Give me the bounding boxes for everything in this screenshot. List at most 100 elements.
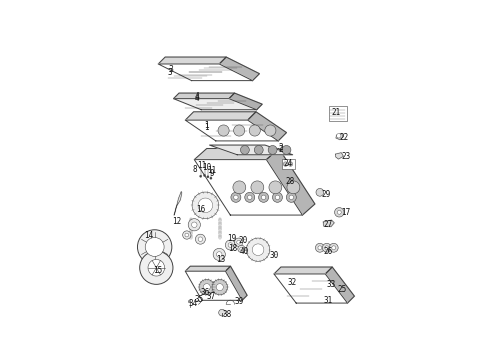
- Bar: [219, 237, 221, 239]
- Bar: [282, 159, 295, 169]
- Bar: [219, 219, 221, 221]
- Text: 23: 23: [341, 152, 350, 161]
- Circle shape: [288, 162, 293, 166]
- Text: 31: 31: [323, 296, 332, 305]
- Polygon shape: [219, 57, 259, 81]
- Polygon shape: [229, 93, 262, 110]
- Bar: [219, 224, 221, 226]
- Bar: [219, 227, 221, 229]
- Polygon shape: [267, 149, 315, 215]
- Text: 1: 1: [204, 121, 209, 130]
- Text: 3: 3: [168, 65, 173, 74]
- Text: 25: 25: [338, 285, 347, 294]
- Circle shape: [337, 134, 341, 138]
- Polygon shape: [185, 266, 230, 271]
- Circle shape: [148, 260, 165, 276]
- Circle shape: [240, 247, 243, 251]
- Text: 38: 38: [222, 310, 231, 319]
- Circle shape: [268, 145, 277, 154]
- Bar: [190, 229, 192, 232]
- Circle shape: [332, 246, 336, 250]
- Circle shape: [210, 177, 212, 179]
- Text: 18: 18: [228, 244, 238, 253]
- Bar: [190, 236, 192, 238]
- Polygon shape: [336, 134, 343, 140]
- Circle shape: [183, 231, 191, 239]
- Circle shape: [188, 300, 191, 303]
- Circle shape: [219, 309, 225, 316]
- Text: 13: 13: [216, 255, 225, 264]
- Circle shape: [329, 243, 338, 252]
- Text: 12: 12: [172, 217, 181, 226]
- Text: 37: 37: [206, 292, 216, 301]
- Circle shape: [269, 181, 282, 194]
- Bar: [219, 228, 221, 230]
- Text: 21: 21: [332, 108, 341, 117]
- Polygon shape: [336, 153, 343, 159]
- Bar: [219, 220, 221, 222]
- Circle shape: [335, 208, 344, 217]
- Text: 27: 27: [323, 220, 332, 229]
- Bar: [190, 235, 192, 237]
- Circle shape: [192, 192, 219, 219]
- Circle shape: [282, 145, 291, 154]
- Circle shape: [196, 234, 205, 244]
- Text: 30: 30: [270, 251, 279, 260]
- Circle shape: [203, 284, 210, 291]
- Bar: [190, 227, 192, 229]
- Circle shape: [235, 238, 243, 246]
- Circle shape: [252, 244, 264, 256]
- Text: 35: 35: [195, 295, 203, 304]
- Bar: [219, 226, 221, 228]
- Bar: [219, 232, 221, 234]
- Polygon shape: [225, 266, 247, 300]
- Text: 33: 33: [326, 280, 336, 289]
- Circle shape: [249, 125, 260, 136]
- Bar: [329, 105, 347, 121]
- Circle shape: [199, 175, 202, 177]
- Polygon shape: [274, 274, 347, 303]
- Text: 16: 16: [196, 205, 206, 214]
- Circle shape: [261, 195, 266, 199]
- Text: 36: 36: [201, 288, 210, 297]
- Circle shape: [218, 125, 229, 136]
- Circle shape: [212, 279, 227, 295]
- Polygon shape: [185, 120, 278, 141]
- Text: 11: 11: [197, 161, 206, 170]
- Bar: [219, 236, 221, 238]
- Text: 3: 3: [168, 68, 172, 77]
- Circle shape: [245, 192, 255, 202]
- Circle shape: [216, 284, 223, 291]
- Bar: [219, 233, 221, 235]
- Circle shape: [225, 240, 235, 250]
- Polygon shape: [173, 93, 235, 99]
- Bar: [190, 220, 192, 222]
- Circle shape: [145, 238, 164, 256]
- Polygon shape: [274, 267, 332, 274]
- Circle shape: [234, 125, 245, 136]
- Text: 26: 26: [324, 247, 333, 256]
- Text: 19: 19: [227, 234, 237, 243]
- Text: 4: 4: [195, 92, 199, 101]
- Circle shape: [213, 248, 225, 261]
- Polygon shape: [247, 112, 287, 141]
- Circle shape: [325, 246, 329, 250]
- Circle shape: [231, 192, 241, 202]
- Text: 9: 9: [210, 169, 214, 178]
- Polygon shape: [174, 192, 182, 215]
- Circle shape: [286, 192, 296, 202]
- Text: 2: 2: [279, 145, 284, 154]
- Bar: [219, 231, 221, 233]
- Bar: [190, 226, 192, 228]
- Text: 20: 20: [239, 236, 248, 245]
- Text: 1: 1: [204, 123, 209, 132]
- Text: 24: 24: [283, 159, 292, 168]
- Polygon shape: [195, 159, 302, 215]
- Circle shape: [337, 210, 341, 214]
- Circle shape: [316, 243, 324, 252]
- Text: 39: 39: [235, 297, 244, 306]
- Bar: [190, 222, 192, 224]
- Text: 29: 29: [322, 190, 331, 199]
- Circle shape: [238, 245, 245, 252]
- Polygon shape: [185, 112, 256, 120]
